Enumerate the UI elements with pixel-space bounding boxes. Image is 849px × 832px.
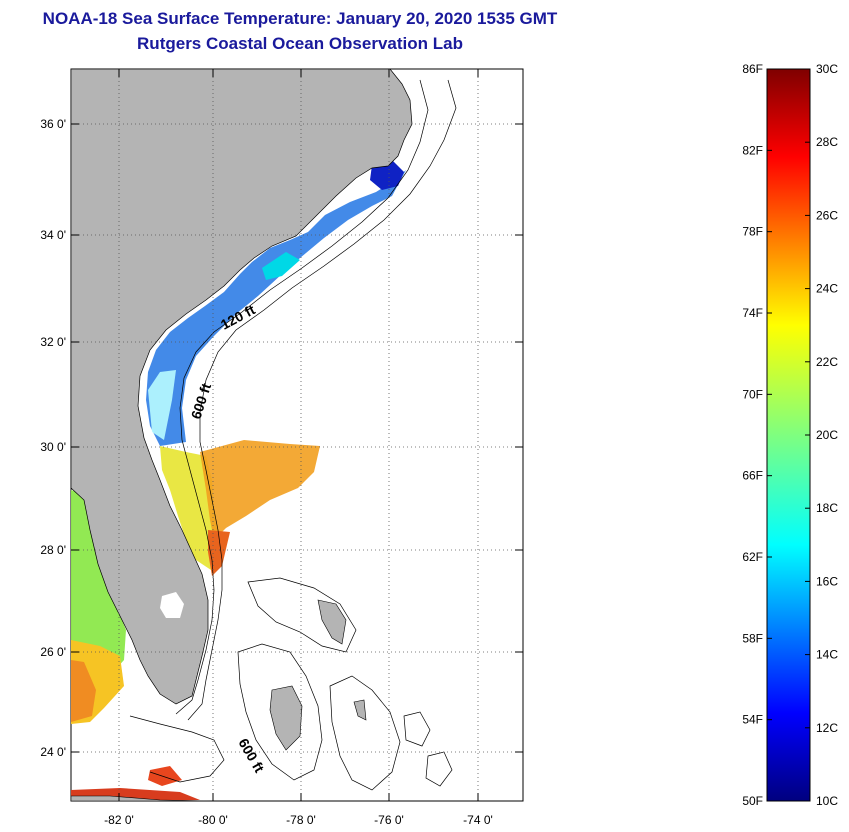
sst-patch-north-carolina-cyan <box>262 252 300 280</box>
colorbar-celsius-label: 24C <box>816 282 838 296</box>
contour-120ft <box>175 79 429 715</box>
lake-okeechobee <box>160 592 184 618</box>
colorbar-celsius-labels: 30C 28C 26C 24C 22C 20C 18C 16C 14C 12C 10C <box>816 62 838 808</box>
colorbar-celsius-label: 10C <box>816 794 838 808</box>
lat-label-26: 26 0' <box>40 645 66 659</box>
colorbar-fahrenheit-label: 82F <box>742 143 763 157</box>
sst-patch-offshore-warm <box>200 440 320 540</box>
contour-bahamas-2 <box>237 643 323 781</box>
sst-patch-offshore-edge <box>208 530 230 576</box>
colorbar-celsius-label: 26C <box>816 208 838 222</box>
lat-label-30: 30 0' <box>40 440 66 454</box>
lon-label-74: -74 0' <box>463 813 493 827</box>
lon-label-78: -78 0' <box>286 813 316 827</box>
cuba-landmass <box>71 795 211 801</box>
sst-patch-georgia-cyan <box>148 370 176 440</box>
lon-label-76: -76 0' <box>374 813 404 827</box>
colorbar-celsius-label: 18C <box>816 501 838 515</box>
colorbar-celsius-label: 20C <box>816 428 838 442</box>
lat-label-32: 32 0' <box>40 335 66 349</box>
contour-bahamas-4 <box>403 711 431 747</box>
bahamas-eleuthera <box>353 699 367 721</box>
colorbar-celsius-label: 28C <box>816 135 838 149</box>
contour-bahamas-1 <box>247 577 357 653</box>
bathymetry-contours <box>129 79 457 791</box>
lon-label-80: -80 0' <box>198 813 228 827</box>
sst-patch-gulf-warm <box>71 660 96 722</box>
colorbar-fahrenheit-label: 54F <box>742 713 763 727</box>
land-layer <box>71 69 413 801</box>
lat-label-34: 34 0' <box>40 228 66 242</box>
bahamas-andros <box>269 685 303 751</box>
lat-label-36: 36 0' <box>40 117 66 131</box>
colorbar-fahrenheit-label: 70F <box>742 387 763 401</box>
temperature-colorbar: 86F 82F 78F 74F 70F 66F 62F 58F 54F 50F 30C 28C 26C… <box>742 62 838 808</box>
colorbar-celsius-label: 16C <box>816 574 838 588</box>
contour-600ft <box>187 79 457 721</box>
colorbar-gradient <box>766 68 811 802</box>
axis-ticks <box>71 69 523 801</box>
colorbar-fahrenheit-label: 62F <box>742 550 763 564</box>
page-subtitle: Rutgers Coastal Ocean Observation Lab <box>137 34 463 53</box>
colorbar-fahrenheit-label: 74F <box>742 306 763 320</box>
bahamas-abaco <box>317 599 347 645</box>
colorbar-fahrenheit-labels: 86F 82F 78F 74F 70F 66F 62F 58F 54F 50F <box>742 62 763 808</box>
contour-bahamas-5 <box>425 751 453 787</box>
colorbar-fahrenheit-label: 58F <box>742 631 763 645</box>
sst-data-layer <box>71 160 406 801</box>
lat-label-28: 28 0' <box>40 543 66 557</box>
graticule <box>71 69 523 801</box>
colorbar-celsius-label: 12C <box>816 721 838 735</box>
sst-patch-carolina <box>146 170 406 446</box>
north-america-landmass <box>71 69 413 705</box>
lon-label-82: -82 0' <box>104 813 134 827</box>
colorbar-fahrenheit-label: 66F <box>742 469 763 483</box>
colorbar-fahrenheit-label: 86F <box>742 62 763 76</box>
sst-patch-keys <box>148 766 182 786</box>
colorbar-fahrenheit-label: 50F <box>742 794 763 808</box>
contour-keys <box>129 715 225 783</box>
page-title: NOAA-18 Sea Surface Temperature: January… <box>42 9 558 28</box>
lat-label-24: 24 0' <box>40 745 66 759</box>
colorbar-celsius-label: 22C <box>816 355 838 369</box>
contour-bahamas-3 <box>329 675 401 791</box>
colorbar-celsius-label: 30C <box>816 62 838 76</box>
colorbar-fahrenheit-label: 78F <box>742 225 763 239</box>
colorbar-celsius-label: 14C <box>816 648 838 662</box>
colorbar-ticks <box>767 68 810 802</box>
